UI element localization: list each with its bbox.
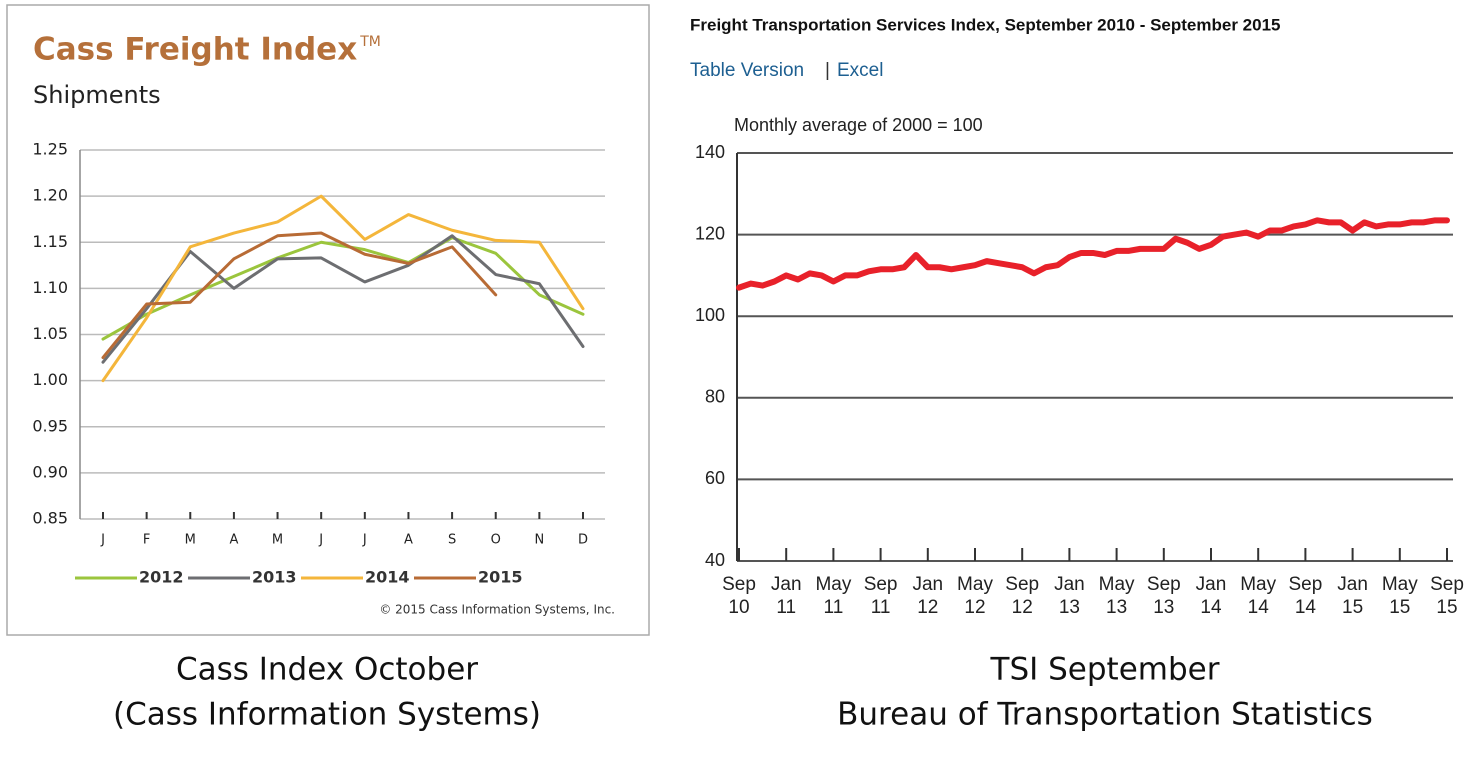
legend-label: 2014 (365, 568, 410, 587)
x-tick-label: S (448, 533, 456, 548)
x-tick-label: A (404, 533, 413, 548)
chart-title: Freight Transportation Services Index, S… (690, 15, 1281, 34)
x-tick-label: Jan 11 (771, 574, 802, 618)
y-tick-label: 0.90 (32, 462, 68, 481)
legend-label: 2012 (139, 568, 184, 587)
x-tick-label: Jan 13 (1054, 574, 1085, 618)
series-line (101, 194, 585, 383)
y-tick-label: 120 (695, 223, 725, 243)
trademark: TM (359, 34, 381, 50)
x-tick-label: Sep 12 (1005, 574, 1039, 618)
x-tick-label: May 12 (957, 574, 993, 618)
x-tick-label: Jan 14 (1196, 574, 1227, 618)
x-tick-label: A (229, 533, 238, 548)
x-tick-label: J (100, 533, 105, 548)
link-separator: | (825, 60, 830, 81)
y-tick-label: 100 (695, 305, 725, 325)
y-axis-label: Monthly average of 2000 = 100 (734, 115, 983, 135)
x-tick-label: N (534, 533, 544, 548)
series-line (736, 217, 1450, 291)
chart-title: Cass Freight Index (33, 32, 357, 68)
x-tick-label: O (491, 533, 501, 548)
x-tick-label: J (318, 533, 323, 548)
y-tick-label: 40 (705, 550, 725, 570)
y-tick-label: 1.15 (32, 232, 68, 251)
x-tick-label: Sep 10 (722, 574, 756, 618)
caption: (Cass Information Systems) (113, 697, 541, 733)
y-tick-label: 1.20 (32, 186, 68, 205)
x-tick-label: May 15 (1382, 574, 1418, 618)
chart-subtitle: Shipments (33, 81, 161, 109)
x-tick-label: Sep 14 (1288, 574, 1322, 618)
x-tick-label: M (185, 533, 196, 548)
x-tick-label: Sep 13 (1147, 574, 1181, 618)
x-tick-label: May 14 (1240, 574, 1276, 618)
copyright: © 2015 Cass Information Systems, Inc. (379, 603, 615, 617)
caption: TSI September (990, 652, 1220, 688)
x-tick-label: Sep 15 (1430, 574, 1464, 618)
y-tick-label: 0.85 (32, 509, 68, 528)
x-tick-label: Jan 15 (1337, 574, 1368, 618)
y-tick-label: 1.10 (32, 278, 68, 297)
legend-label: 2013 (252, 568, 297, 587)
series-line (101, 231, 498, 360)
x-tick-label: D (578, 533, 588, 548)
link[interactable]: Table Version (690, 60, 804, 81)
y-tick-label: 1.00 (32, 370, 68, 389)
y-tick-label: 140 (695, 142, 725, 162)
x-tick-label: Sep 11 (864, 574, 898, 618)
link[interactable]: Excel (837, 60, 883, 81)
caption: Cass Index October (176, 652, 478, 688)
y-tick-label: 80 (705, 387, 725, 407)
x-tick-label: May 11 (815, 574, 851, 618)
caption: Bureau of Transportation Statistics (837, 697, 1373, 733)
y-tick-label: 1.25 (32, 140, 68, 159)
chart-frame (6, 4, 650, 636)
series-line (101, 236, 585, 341)
y-tick-label: 1.05 (32, 324, 68, 343)
x-tick-label: J (362, 533, 367, 548)
x-tick-label: May 13 (1099, 574, 1135, 618)
x-tick-label: M (272, 533, 283, 548)
x-tick-label: F (143, 533, 150, 548)
legend-label: 2015 (478, 568, 523, 587)
y-tick-label: 60 (705, 468, 725, 488)
y-tick-label: 0.95 (32, 416, 68, 435)
x-tick-label: Jan 12 (912, 574, 943, 618)
